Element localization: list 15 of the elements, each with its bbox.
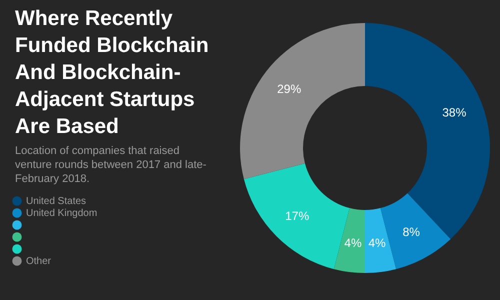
legend-label: United States — [26, 196, 86, 207]
donut-slice — [365, 208, 396, 273]
legend-label: Other — [26, 256, 52, 267]
text: Where Recently Funded Blockchain And Blockchain-Adjacent Startups Are Based — [15, 7, 209, 138]
data-label: 8% — [402, 225, 420, 240]
text: Location of companies that raised venture rounds between 2017 and late-February 2018. — [15, 145, 207, 185]
legend-label: United Kingdom — [26, 208, 98, 219]
data-label: 38% — [442, 106, 467, 120]
data-label: 17% — [285, 208, 310, 223]
data-label: 4% — [344, 236, 362, 250]
donut-slice — [365, 23, 490, 240]
data-label: 4% — [368, 236, 386, 250]
donut-slice — [240, 23, 365, 180]
data-label: 29% — [277, 82, 302, 96]
donut-slice — [334, 208, 365, 273]
